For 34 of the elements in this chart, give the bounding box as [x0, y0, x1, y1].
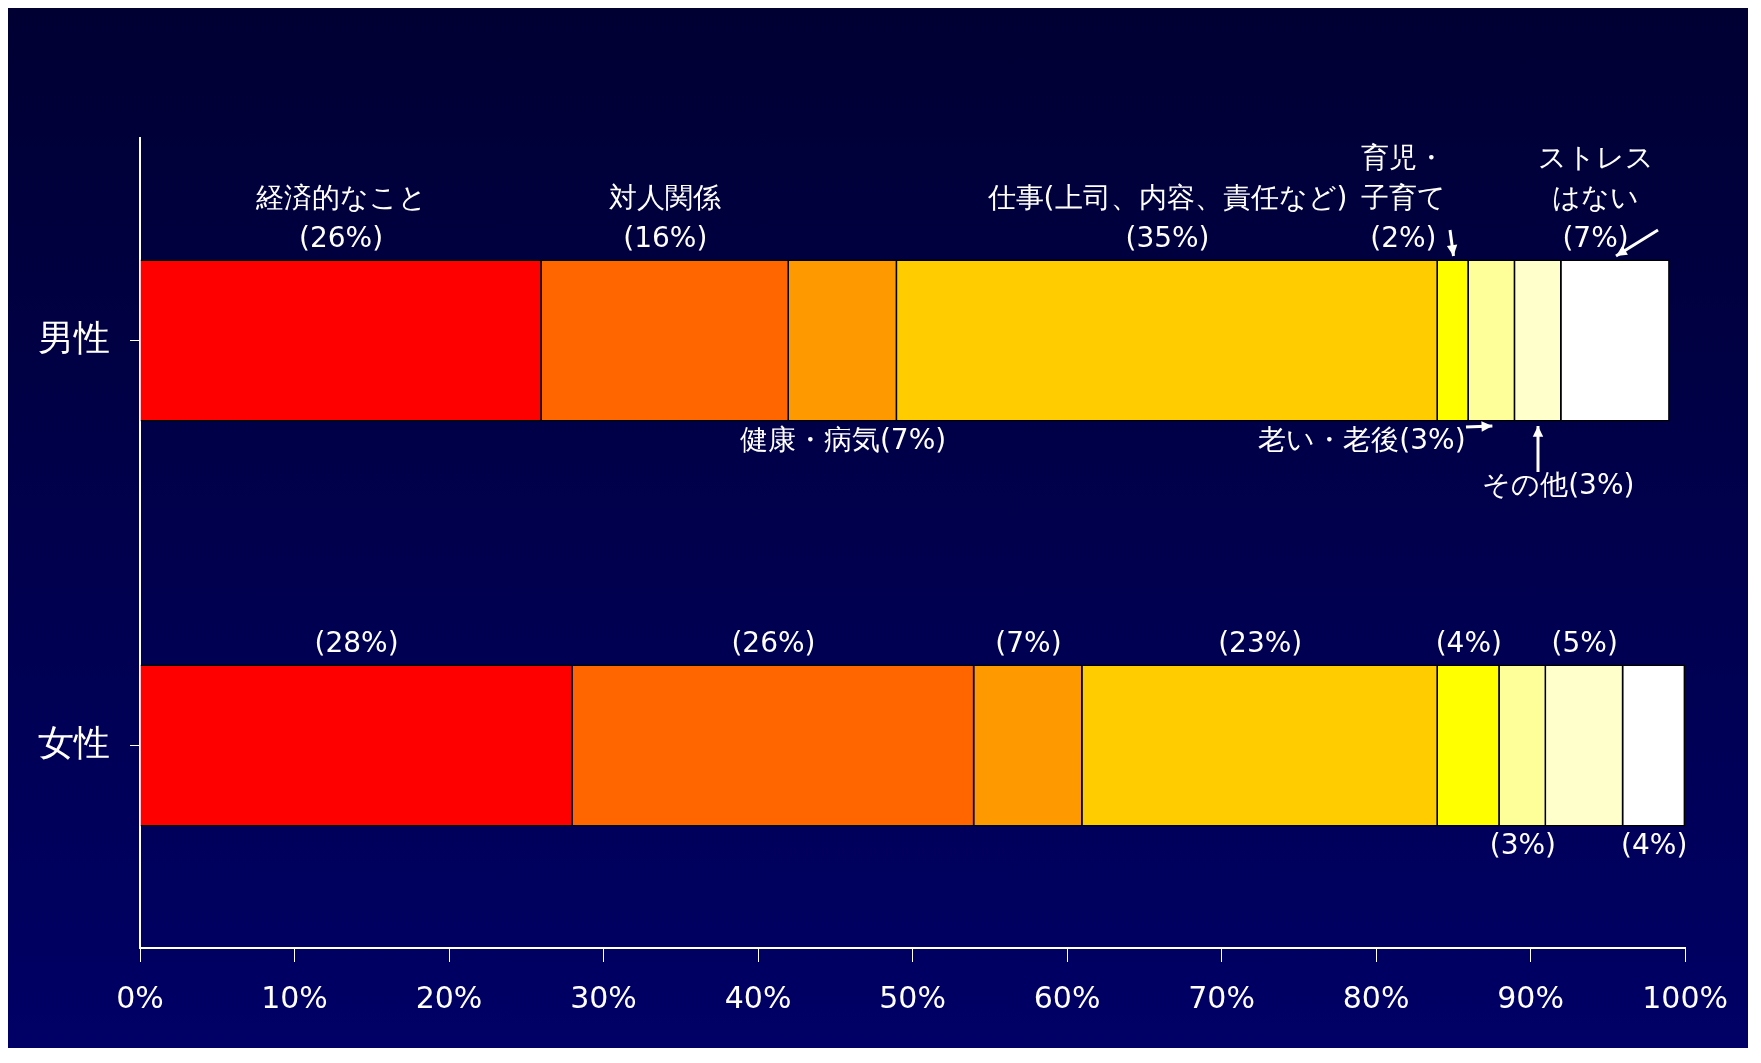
- x-tick-label: 90%: [1497, 979, 1564, 1015]
- data-label: (23%): [1218, 625, 1303, 659]
- series-label: 経済的なこと: [254, 180, 427, 214]
- x-tick-label: 70%: [1188, 979, 1255, 1015]
- series-label: 育児・子育て: [1360, 140, 1446, 214]
- x-tick-label: 10%: [261, 979, 328, 1015]
- y-tick-label: 女性: [38, 721, 110, 763]
- text: 老い・老後(3%): [1258, 422, 1466, 456]
- series-label: ストレスはない: [1537, 140, 1654, 214]
- data-label: (26%): [299, 220, 384, 254]
- series-label: 仕事(上司、内容、責任など): [986, 180, 1348, 214]
- data-label: (7%): [1562, 220, 1629, 254]
- x-tick-label: 60%: [1033, 979, 1101, 1015]
- x-tick-label: 30%: [570, 979, 637, 1015]
- data-label: (4%): [1621, 827, 1688, 861]
- data-label: (35%): [1125, 220, 1210, 254]
- x-tick-label: 100%: [1642, 979, 1729, 1015]
- data-label: (7%): [995, 625, 1062, 659]
- series-label: 対人関係: [609, 180, 722, 214]
- data-label: (5%): [1551, 625, 1618, 659]
- x-tick-label: 50%: [879, 979, 946, 1015]
- data-label: (4%): [1435, 625, 1502, 659]
- text: その他(3%): [1482, 467, 1635, 501]
- text: 健康・病気(7%): [739, 422, 947, 456]
- y-tick-label: 男性: [38, 316, 110, 358]
- x-tick-label: 80%: [1342, 979, 1410, 1015]
- data-label: (2%): [1370, 220, 1437, 254]
- data-label: (16%): [623, 220, 708, 254]
- data-label: (26%): [731, 625, 816, 659]
- x-tick-label: 20%: [415, 979, 483, 1015]
- data-label: (3%): [1489, 827, 1557, 861]
- x-tick-label: 40%: [724, 979, 792, 1015]
- data-label: (28%): [314, 625, 399, 659]
- x-tick-label: 0%: [116, 979, 164, 1015]
